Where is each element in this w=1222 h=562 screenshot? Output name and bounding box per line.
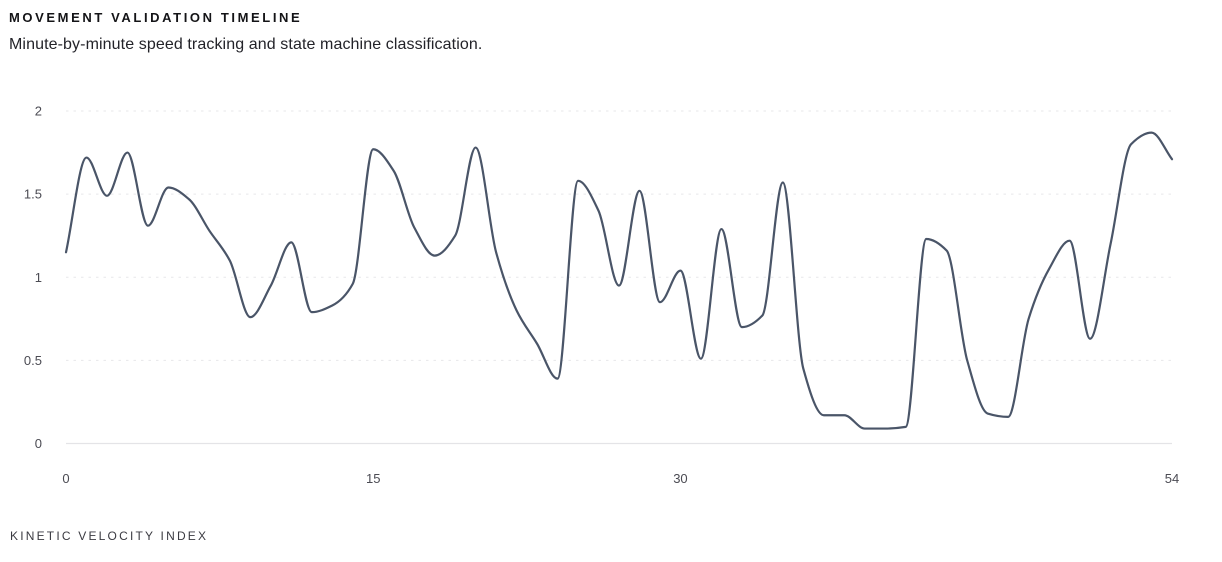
page-title: MOVEMENT VALIDATION TIMELINE — [9, 10, 303, 25]
page-subtitle: Minute-by-minute speed tracking and stat… — [9, 36, 483, 53]
x-tick-label: 15 — [366, 471, 380, 486]
y-tick-label: 0 — [35, 436, 42, 451]
y-tick-label: 1 — [35, 270, 42, 285]
velocity-line-series — [64, 131, 1174, 430]
y-tick-label: 0.5 — [24, 353, 42, 368]
y-tick-label: 2 — [35, 104, 42, 119]
x-tick-label: 0 — [62, 471, 69, 486]
y-tick-label: 1.5 — [24, 187, 42, 202]
footer-label: KINETIC VELOCITY INDEX — [10, 529, 209, 543]
x-tick-label: 54 — [1165, 471, 1179, 486]
x-tick-label: 30 — [673, 471, 687, 486]
